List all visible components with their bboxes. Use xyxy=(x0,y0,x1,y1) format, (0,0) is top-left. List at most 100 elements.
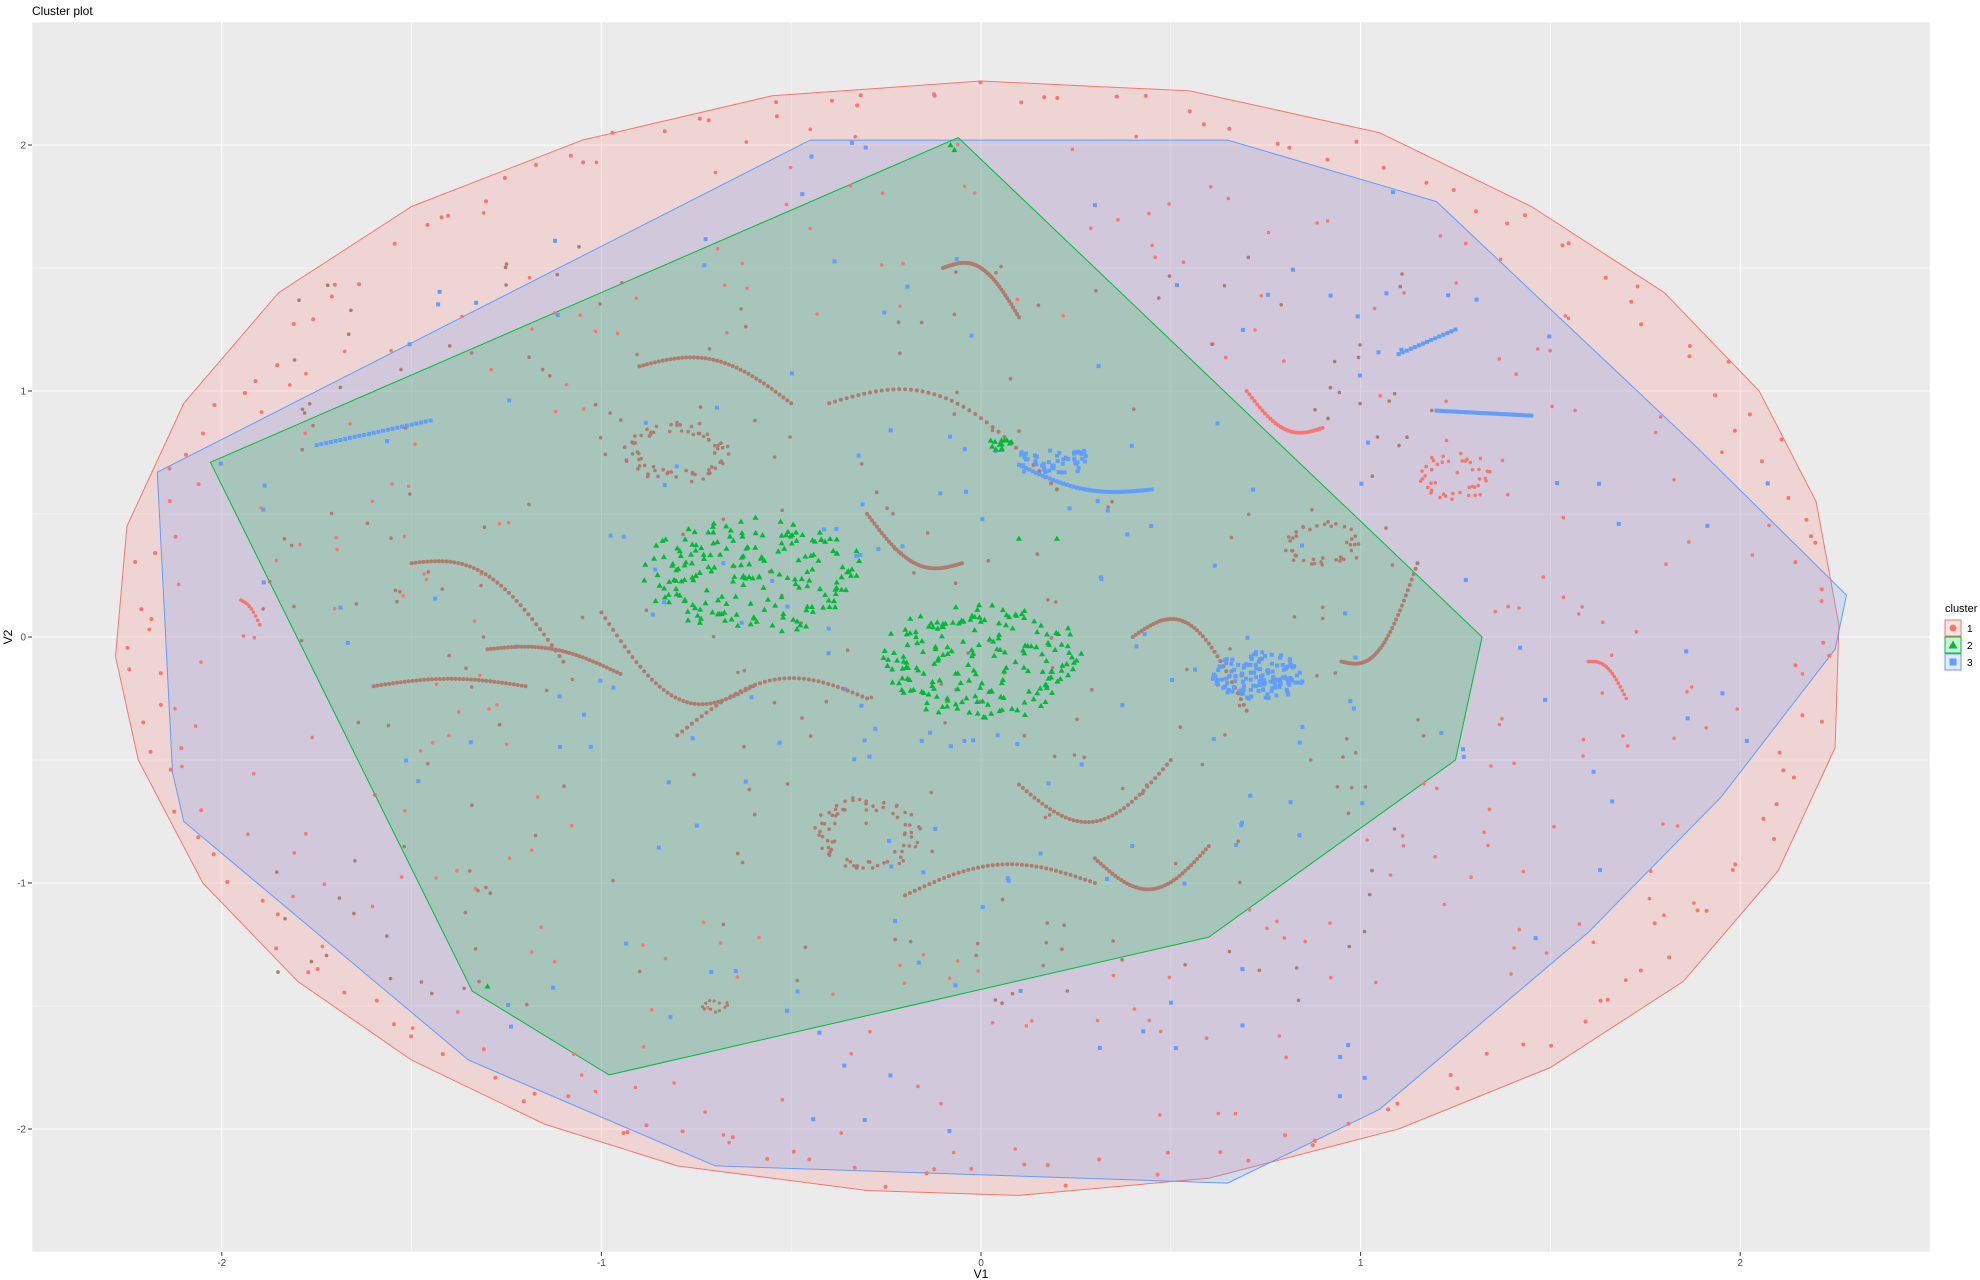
data-point-triangle xyxy=(816,585,823,592)
data-point-square xyxy=(1225,690,1230,695)
data-point-square xyxy=(1280,663,1285,667)
data-point-circle xyxy=(304,371,308,376)
data-point-circle xyxy=(315,967,320,971)
data-point-square xyxy=(1526,413,1531,418)
data-point-circle xyxy=(1301,525,1305,530)
data-point-circle xyxy=(975,941,980,946)
data-point-circle xyxy=(484,199,488,204)
data-point-triangle xyxy=(915,667,922,673)
data-point-square xyxy=(343,437,348,441)
data-point-triangle xyxy=(1043,631,1050,637)
data-point-square xyxy=(785,604,790,609)
data-point-triangle xyxy=(906,630,913,636)
data-point-circle xyxy=(309,959,314,964)
data-point-circle xyxy=(533,645,538,649)
data-point-circle xyxy=(1315,674,1319,678)
data-point-circle xyxy=(713,170,718,175)
data-point-triangle xyxy=(954,705,961,711)
x-axis-title: V1 xyxy=(974,1267,989,1280)
data-point-triangle xyxy=(971,613,978,619)
data-point-circle xyxy=(225,880,230,884)
data-point-circle xyxy=(1429,467,1434,472)
data-point-square xyxy=(1522,413,1527,418)
data-point-square xyxy=(962,739,967,743)
data-point-circle xyxy=(502,645,507,650)
data-point-circle xyxy=(1209,645,1214,650)
data-point-circle xyxy=(1161,767,1165,772)
data-point-circle xyxy=(414,678,419,683)
data-point-circle xyxy=(691,432,696,437)
data-point-triangle xyxy=(884,662,891,668)
data-point-circle xyxy=(1653,430,1658,435)
data-point-triangle xyxy=(920,648,927,655)
data-point-circle xyxy=(1147,1018,1152,1023)
data-point-circle xyxy=(1382,640,1387,645)
data-point-circle xyxy=(1500,717,1504,721)
data-point-triangle xyxy=(665,599,672,605)
data-point-circle xyxy=(662,129,667,134)
data-point-circle xyxy=(523,644,527,649)
data-point-circle xyxy=(1405,435,1409,440)
data-point-circle xyxy=(630,452,635,456)
data-point-circle xyxy=(862,391,867,396)
data-point-square xyxy=(1066,457,1071,462)
data-point-circle xyxy=(845,648,850,652)
data-point-triangle xyxy=(1039,651,1046,657)
data-point-square xyxy=(1248,687,1253,692)
data-point-circle xyxy=(1010,862,1015,867)
data-point-square xyxy=(1096,364,1101,369)
data-point-circle xyxy=(707,468,711,472)
data-point-circle xyxy=(335,547,340,552)
data-point-square xyxy=(1461,747,1466,752)
data-point-circle xyxy=(485,647,490,652)
data-point-circle xyxy=(1149,780,1154,785)
data-point-circle xyxy=(495,703,499,707)
data-point-circle xyxy=(172,809,177,814)
data-point-triangle xyxy=(914,639,921,646)
data-point-triangle xyxy=(661,585,668,591)
data-point-circle xyxy=(1326,519,1330,524)
data-point-circle xyxy=(1370,868,1374,873)
data-point-square xyxy=(1241,687,1246,692)
data-point-triangle xyxy=(827,535,834,542)
data-point-circle xyxy=(864,821,868,826)
data-point-triangle xyxy=(833,536,840,542)
data-point-circle xyxy=(743,686,748,691)
data-point-circle xyxy=(1624,696,1629,701)
data-point-triangle xyxy=(752,514,759,520)
data-point-triangle xyxy=(714,538,721,545)
data-point-triangle xyxy=(920,689,927,696)
data-point-square xyxy=(1437,334,1442,339)
data-point-triangle xyxy=(660,553,667,560)
data-point-circle xyxy=(409,561,414,566)
data-point-triangle xyxy=(900,653,907,659)
data-point-circle xyxy=(289,543,294,548)
data-point-circle xyxy=(726,362,731,367)
data-point-triangle xyxy=(991,438,998,444)
data-point-circle xyxy=(898,304,902,309)
data-point-circle xyxy=(1063,1183,1068,1188)
data-point-circle xyxy=(1015,297,1020,302)
data-point-triangle xyxy=(681,576,688,582)
data-point-circle xyxy=(1618,685,1623,689)
data-point-circle xyxy=(1415,561,1420,566)
data-point-circle xyxy=(1514,372,1518,377)
data-point-circle xyxy=(657,684,662,689)
data-point-triangle xyxy=(738,562,745,568)
data-point-circle xyxy=(644,608,649,612)
data-point-triangle xyxy=(1033,644,1040,650)
data-point-circle xyxy=(1260,408,1265,413)
data-point-circle xyxy=(509,645,514,650)
data-point-triangle xyxy=(778,532,785,538)
data-point-triangle xyxy=(671,576,678,583)
data-point-square xyxy=(1506,412,1511,417)
data-point-circle xyxy=(1441,492,1446,497)
data-point-triangle xyxy=(980,714,987,720)
data-point-circle xyxy=(840,686,845,691)
data-point-circle xyxy=(1308,527,1312,532)
data-point-circle xyxy=(1320,605,1325,610)
data-point-circle xyxy=(523,684,528,689)
data-point-circle xyxy=(1334,558,1338,562)
data-point-circle xyxy=(1075,717,1079,722)
data-point-triangle xyxy=(689,601,696,608)
